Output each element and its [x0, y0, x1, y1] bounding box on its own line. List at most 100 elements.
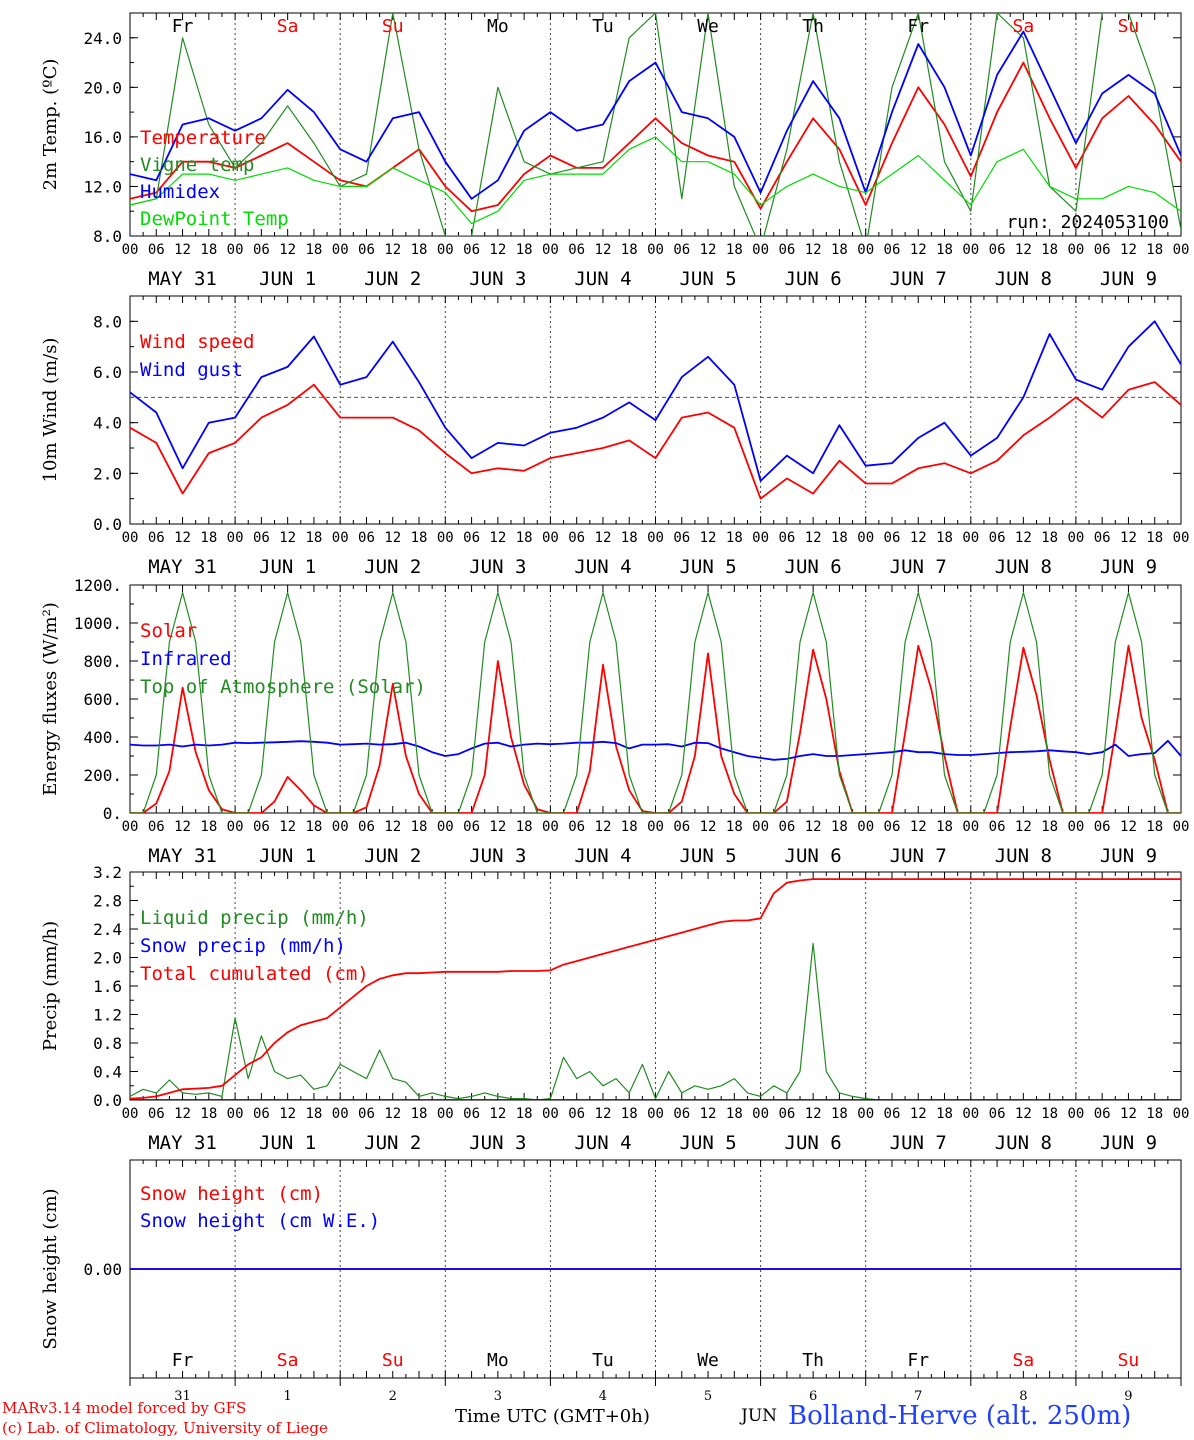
date-label: JUN 3 — [469, 268, 526, 290]
y-tick-label: 2.0 — [93, 464, 122, 483]
hour-tick-label: 06 — [568, 242, 585, 258]
hour-tick-label: 06 — [568, 1106, 585, 1122]
hour-tick-label: 06 — [568, 819, 585, 835]
hour-tick-label: 06 — [358, 1106, 375, 1122]
hour-tick-label: 06 — [989, 819, 1006, 835]
hour-tick-label: 12 — [174, 1106, 191, 1122]
legend-entry: Snow height (cm W.E.) — [140, 1210, 380, 1232]
hour-tick-label: 06 — [884, 819, 901, 835]
hour-tick-label: 00 — [752, 819, 769, 835]
hour-tick-label: 12 — [489, 1106, 506, 1122]
y-tick-label: 400. — [83, 728, 122, 747]
hour-tick-label: 18 — [831, 819, 848, 835]
day-name: Th — [802, 1350, 824, 1371]
day-name: Tu — [592, 1350, 614, 1371]
series-line-infrared — [130, 739, 1181, 761]
hour-tick-label: 12 — [1120, 242, 1137, 258]
hour-tick-label: 06 — [253, 530, 270, 546]
hour-tick-label: 06 — [463, 530, 480, 546]
hour-tick-label: 18 — [200, 530, 217, 546]
y-tick-label: 0.0 — [93, 515, 122, 534]
date-label: JUN 8 — [995, 1132, 1052, 1154]
hour-tick-label: 18 — [305, 1106, 322, 1122]
y-tick-label: 0.4 — [93, 1063, 122, 1082]
date-label: MAY 31 — [148, 268, 217, 290]
hour-tick-label: 12 — [174, 242, 191, 258]
hour-tick-label: 18 — [200, 1106, 217, 1122]
hour-tick-label: 12 — [489, 819, 506, 835]
hour-tick-label: 00 — [332, 1106, 349, 1122]
y-tick-label: 3.2 — [93, 863, 122, 882]
hour-tick-label: 12 — [489, 530, 506, 546]
hour-tick-label: 06 — [148, 1106, 165, 1122]
day-number: 1 — [284, 1389, 292, 1404]
legend-entry: Humidex — [140, 181, 220, 203]
hour-tick-label: 12 — [805, 1106, 822, 1122]
day-number: 4 — [599, 1389, 607, 1404]
hour-tick-label: 12 — [700, 1106, 717, 1122]
date-label: JUN 5 — [679, 556, 736, 578]
legend-entry: Total cumulated (cm) — [140, 963, 369, 985]
panel-1: 8.0 12.0 16.0 20.0 24.0 2m Temp. (ºC) Temperat… — [40, 12, 1190, 290]
hour-tick-label: 00 — [332, 819, 349, 835]
series-line-top-of-atmosphere-solar- — [130, 591, 1181, 813]
day-name: Sa — [1013, 16, 1035, 37]
series-line-total-cumulated-cm- — [130, 878, 1181, 1100]
hour-tick-label: 12 — [489, 242, 506, 258]
hour-tick-label: 06 — [463, 1106, 480, 1122]
hour-tick-label: 12 — [700, 530, 717, 546]
hour-tick-label: 00 — [1067, 819, 1084, 835]
y-tick-label: 600. — [83, 690, 122, 709]
hour-tick-label: 12 — [910, 530, 927, 546]
hour-tick-label: 18 — [305, 819, 322, 835]
legend-entry: Infrared — [140, 648, 232, 670]
legend-entry: Wind gust — [140, 359, 243, 381]
y-tick-label: 6.0 — [93, 363, 122, 382]
hour-tick-label: 12 — [595, 1106, 612, 1122]
y-tick-label: 1.6 — [93, 977, 122, 996]
hour-tick-label: 00 — [1173, 242, 1190, 258]
legend-entry: Liquid precip (mm/h) — [140, 907, 369, 929]
day-number: 7 — [914, 1389, 922, 1404]
series-line-dewpoint-temp — [130, 136, 1181, 225]
y-tick-label: 1000. — [74, 614, 122, 633]
legend-entry: Snow precip (mm/h) — [140, 935, 346, 957]
hour-tick-label: 18 — [516, 1106, 533, 1122]
hour-tick-label: 12 — [805, 530, 822, 546]
hour-tick-label: 06 — [673, 530, 690, 546]
hour-tick-label: 12 — [1015, 242, 1032, 258]
hour-tick-label: 18 — [621, 1106, 638, 1122]
hour-tick-label: 06 — [989, 1106, 1006, 1122]
day-number: 9 — [1124, 1389, 1132, 1404]
hour-tick-label: 18 — [936, 242, 953, 258]
hour-tick-label: 06 — [778, 242, 795, 258]
day-name: We — [697, 1350, 719, 1371]
hour-tick-label: 18 — [726, 530, 743, 546]
hour-tick-label: 00 — [122, 242, 139, 258]
date-label: JUN 4 — [574, 1132, 631, 1154]
hour-tick-label: 00 — [962, 530, 979, 546]
hour-tick-label: 00 — [227, 242, 244, 258]
hour-tick-label: 18 — [200, 242, 217, 258]
hour-tick-label: 12 — [174, 819, 191, 835]
hour-tick-label: 18 — [305, 530, 322, 546]
date-label: JUN 7 — [890, 1132, 947, 1154]
hour-tick-label: 18 — [1041, 1106, 1058, 1122]
month-label: JUN — [741, 1406, 778, 1426]
hour-tick-label: 06 — [358, 242, 375, 258]
y-tick-label: 2.4 — [93, 920, 122, 939]
date-label: JUN 4 — [574, 268, 631, 290]
y-axis-label: Precip (mm/h) — [40, 921, 61, 1051]
hour-tick-label: 12 — [1120, 819, 1137, 835]
hour-tick-label: 18 — [831, 530, 848, 546]
hour-tick-label: 18 — [936, 530, 953, 546]
panel-4: 0.0 0.4 0.8 1.2 1.6 2.0 2.4 2.8 3.2 Precip (mm/h)… — [40, 863, 1189, 1154]
day-name: Sa — [277, 1350, 299, 1371]
date-label: JUN 3 — [469, 1132, 526, 1154]
panel-3: 0. 200. 400. 600. 800. 1000. 1200. Energy fluxe… — [40, 576, 1189, 867]
date-label: JUN 2 — [364, 845, 421, 867]
hour-tick-label: 06 — [673, 1106, 690, 1122]
hour-tick-label: 06 — [358, 819, 375, 835]
hour-tick-label: 00 — [542, 819, 559, 835]
